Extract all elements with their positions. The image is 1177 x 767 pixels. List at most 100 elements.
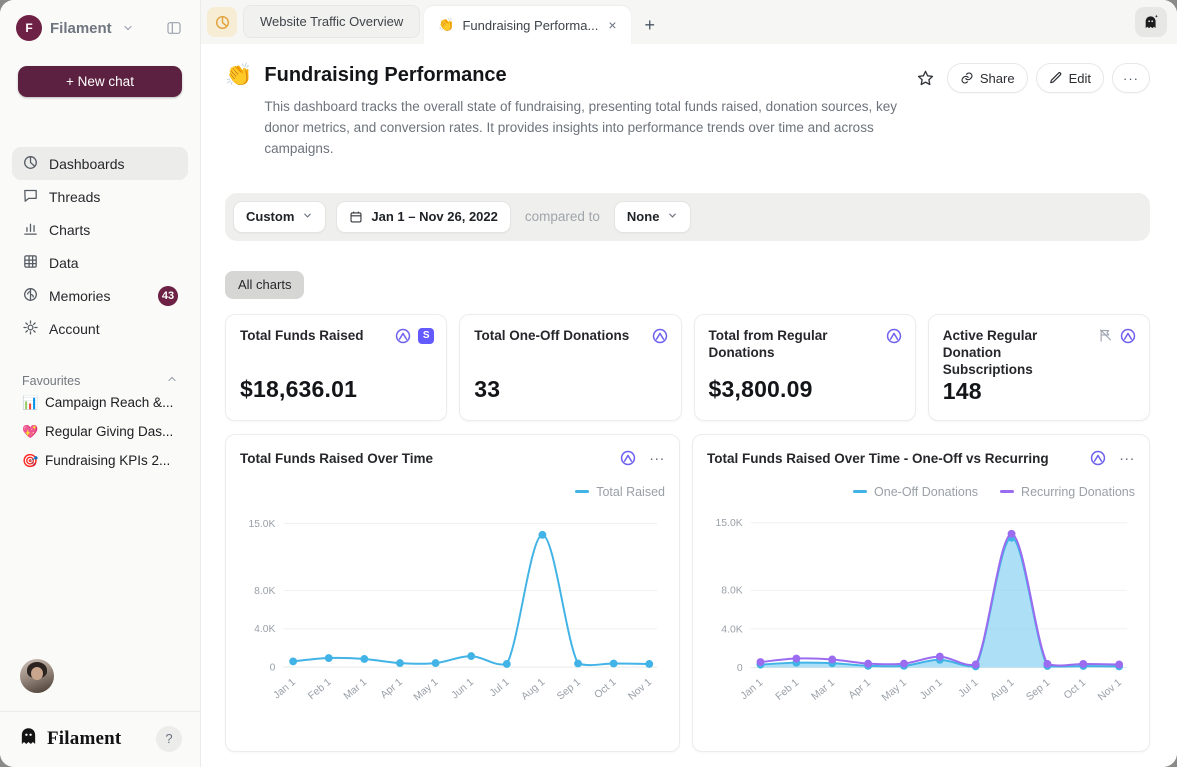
favorite-star-icon[interactable] bbox=[916, 69, 935, 88]
chevron-down-icon[interactable] bbox=[120, 20, 136, 36]
metric-value: 148 bbox=[942, 378, 982, 405]
compared-to-label: compared to bbox=[524, 209, 600, 225]
favourite-label: Regular Giving Das... bbox=[45, 424, 174, 439]
workspace-name: Filament bbox=[50, 19, 112, 37]
svg-text:Apr 1: Apr 1 bbox=[379, 676, 405, 700]
comparison-value: None bbox=[626, 209, 660, 225]
close-tab-icon[interactable]: × bbox=[608, 17, 617, 33]
sidebar-item-data[interactable]: Data bbox=[12, 246, 188, 279]
edit-button[interactable]: Edit bbox=[1035, 63, 1104, 93]
brain-icon bbox=[22, 286, 39, 306]
workspace-switcher[interactable]: F Filament bbox=[12, 14, 188, 42]
card-total-from-regular-donations[interactable]: Total from Regular Donations $3,800.09 bbox=[693, 313, 916, 421]
tab-strip: Website Traffic Overview 👏 Fundraising P… bbox=[201, 0, 1177, 44]
chart-menu-button[interactable]: ... bbox=[1119, 448, 1135, 469]
sidebar-item-threads[interactable]: Threads bbox=[12, 180, 188, 213]
svg-text:Oct 1: Oct 1 bbox=[593, 676, 619, 700]
chart-menu-button[interactable]: ... bbox=[649, 448, 665, 469]
table-icon bbox=[22, 253, 39, 273]
chart-title: Total Funds Raised Over Time bbox=[240, 450, 434, 466]
svg-text:4.0K: 4.0K bbox=[721, 624, 742, 635]
card-total-one-off-donations[interactable]: Total One-Off Donations 33 bbox=[459, 313, 682, 421]
chart-legend: Total Raised bbox=[240, 485, 665, 499]
filament-peak-icon bbox=[1119, 327, 1137, 345]
comparison-dropdown[interactable]: None bbox=[613, 200, 692, 233]
new-chat-button[interactable]: + New chat bbox=[18, 66, 182, 97]
share-button[interactable]: Share bbox=[946, 63, 1028, 93]
date-range-picker[interactable]: Jan 1 – Nov 26, 2022 bbox=[336, 200, 511, 233]
favourite-item-campaign-reach[interactable]: 📊 Campaign Reach &... bbox=[12, 388, 188, 417]
legend-swatch bbox=[853, 490, 868, 494]
range-type-dropdown[interactable]: Custom bbox=[233, 200, 327, 233]
header-actions: Share Edit ··· bbox=[916, 60, 1150, 93]
chevron-down-icon bbox=[667, 209, 678, 224]
svg-text:Feb 1: Feb 1 bbox=[306, 676, 333, 702]
nav-label: Data bbox=[49, 254, 79, 271]
filament-peak-icon bbox=[651, 327, 669, 345]
favourite-item-fundraising-kpis[interactable]: 🎯 Fundraising KPIs 2... bbox=[12, 446, 188, 475]
all-charts-chip[interactable]: All charts bbox=[225, 270, 305, 299]
chevron-up-icon bbox=[166, 373, 178, 388]
tab-fundraising-performance[interactable]: 👏 Fundraising Performa... × bbox=[424, 6, 631, 44]
svg-text:8.0K: 8.0K bbox=[721, 586, 742, 597]
dashboards-home-button[interactable] bbox=[207, 7, 237, 37]
page-header: 👏 Fundraising Performance This dashboard… bbox=[225, 60, 1150, 160]
nav-label: Charts bbox=[49, 221, 91, 238]
svg-text:Oct 1: Oct 1 bbox=[1062, 677, 1088, 702]
nav-label: Threads bbox=[49, 188, 101, 205]
card-total-funds-raised[interactable]: Total Funds Raised S $18,636.01 bbox=[225, 313, 448, 421]
ghost-logo-icon bbox=[18, 726, 39, 752]
legend-swatch bbox=[1000, 490, 1015, 494]
card-active-regular-donation-subscriptions[interactable]: Active Regular Donation Subscriptions 14… bbox=[927, 313, 1150, 421]
sidebar-item-memories[interactable]: Memories 43 bbox=[12, 279, 188, 312]
more-options-button[interactable]: ··· bbox=[1112, 63, 1150, 93]
area-chart[interactable]: 0 4.0K 8.0K 15.0K Jan 1 Feb 1 Mar 1 Apr 1 May 1 J… bbox=[707, 501, 1135, 729]
user-avatar[interactable] bbox=[20, 659, 54, 693]
svg-text:0: 0 bbox=[270, 662, 276, 673]
metric-title: Total One-Off Donations bbox=[474, 327, 630, 343]
svg-text:Jan 1: Jan 1 bbox=[272, 676, 299, 701]
link-icon bbox=[960, 71, 974, 85]
filament-peak-icon bbox=[885, 327, 903, 345]
tab-label: Website Traffic Overview bbox=[260, 14, 404, 29]
metric-title: Total from Regular Donations bbox=[708, 327, 828, 360]
heart-emoji-icon: 💖 bbox=[22, 423, 39, 439]
svg-text:Aug 1: Aug 1 bbox=[989, 677, 1017, 703]
sidebar-item-charts[interactable]: Charts bbox=[12, 213, 188, 246]
sidebar-item-dashboards[interactable]: Dashboards bbox=[12, 147, 188, 180]
legend-label: Total Raised bbox=[596, 484, 665, 499]
help-button[interactable]: ? bbox=[156, 725, 182, 752]
chart-card-one-off-vs-recurring: Total Funds Raised Over Time - One-Off v… bbox=[692, 433, 1150, 752]
nav-label: Dashboards bbox=[49, 155, 125, 172]
svg-text:Sep 1: Sep 1 bbox=[555, 676, 583, 702]
sidebar-item-account[interactable]: Account bbox=[12, 312, 188, 345]
line-chart[interactable]: 0 4.0K 8.0K 15.0K Jan 1 Feb 1 Mar 1 Apr 1 May 1 J… bbox=[240, 501, 665, 729]
svg-text:Apr 1: Apr 1 bbox=[847, 677, 873, 702]
nav-label: Account bbox=[49, 320, 100, 337]
filament-wordmark: Filament bbox=[47, 727, 122, 749]
main-area: Website Traffic Overview 👏 Fundraising P… bbox=[201, 0, 1177, 767]
svg-text:0: 0 bbox=[737, 663, 743, 674]
metric-cards-row: Total Funds Raised S $18,636.01 Total On… bbox=[225, 313, 1150, 421]
chart-title: Total Funds Raised Over Time - One-Off v… bbox=[707, 450, 1049, 466]
share-label: Share bbox=[979, 70, 1015, 86]
favourites-header[interactable]: Favourites bbox=[12, 373, 188, 388]
svg-text:Jun 1: Jun 1 bbox=[918, 677, 945, 702]
collapse-sidebar-icon[interactable] bbox=[164, 18, 184, 38]
ghost-assistant-button[interactable] bbox=[1135, 7, 1167, 37]
stripe-icon: S bbox=[418, 327, 435, 344]
favourite-item-regular-giving[interactable]: 💖 Regular Giving Das... bbox=[12, 417, 188, 446]
svg-text:Mar 1: Mar 1 bbox=[342, 676, 369, 702]
date-filter-bar: Custom Jan 1 – Nov 26, 2022 compared to … bbox=[225, 192, 1150, 241]
sidebar-nav: Dashboards Threads Charts Data Memories … bbox=[12, 147, 188, 345]
svg-text:Jan 1: Jan 1 bbox=[739, 677, 766, 702]
legend-swatch bbox=[575, 490, 590, 494]
metric-value: 33 bbox=[474, 375, 501, 402]
range-type-value: Custom bbox=[246, 209, 295, 225]
new-tab-button[interactable]: + bbox=[644, 15, 656, 35]
tab-website-traffic-overview[interactable]: Website Traffic Overview bbox=[243, 5, 421, 38]
favourites-label: Favourites bbox=[22, 373, 81, 388]
tab-label: Fundraising Performa... bbox=[462, 17, 599, 33]
pencil-icon bbox=[1049, 71, 1063, 85]
